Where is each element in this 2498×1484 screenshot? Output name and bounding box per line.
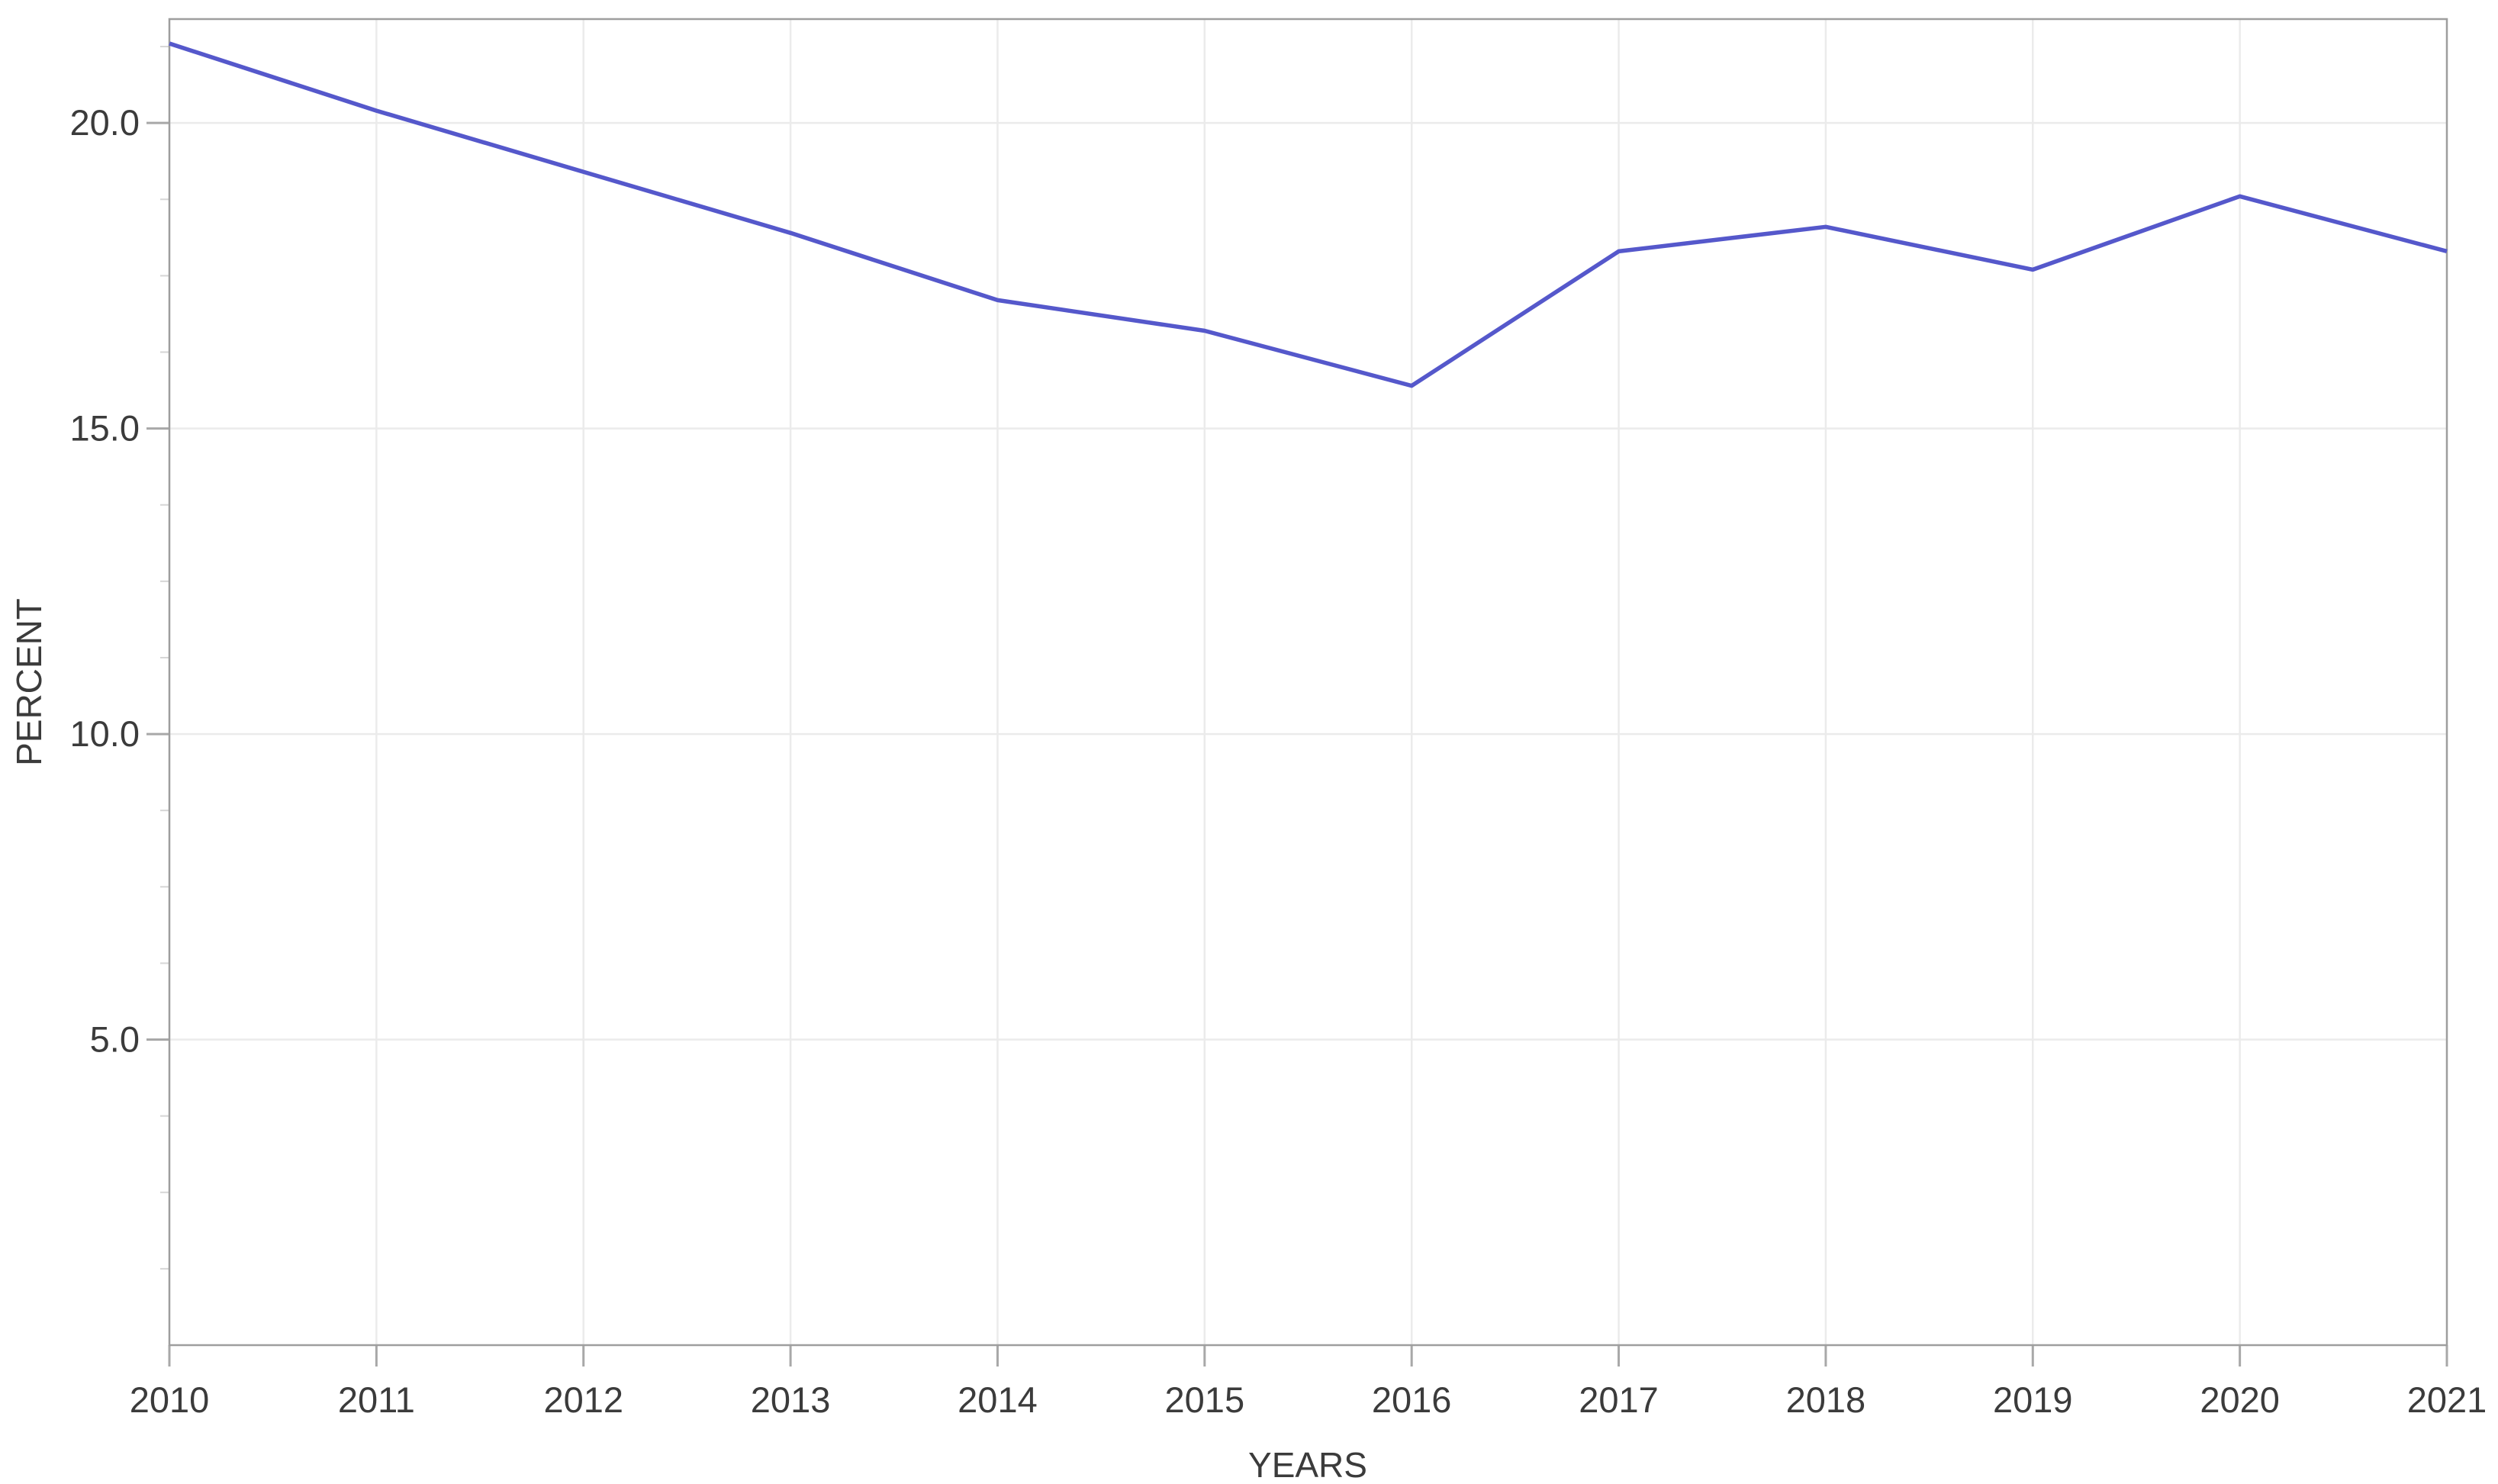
x-tick-label: 2015 [1165, 1379, 1245, 1420]
x-tick-label: 2012 [543, 1379, 623, 1420]
tick-labels-layer: 5.0 10.0 15.0 20.0 2010 2011 2012 2013 2014 2015 2… [70, 102, 2487, 1420]
x-tick-label: 2010 [130, 1379, 210, 1420]
y-tick-label: 20.0 [70, 102, 140, 143]
x-tick-label: 2013 [751, 1379, 831, 1420]
x-tick-label: 2021 [2407, 1379, 2487, 1420]
data-line [169, 41, 2448, 388]
x-axis-title: YEARS [1248, 1445, 1367, 1484]
x-tick-label: 2020 [2200, 1379, 2280, 1420]
y-tick-label: 5.0 [90, 1019, 140, 1060]
plot-border [168, 18, 2448, 1347]
x-tick-label: 2019 [1993, 1379, 2073, 1420]
x-tick-label: 2011 [338, 1379, 415, 1420]
y-axis-title: PERCENT [9, 598, 49, 766]
y-tick-label: 10.0 [70, 713, 140, 754]
x-tick-label: 2017 [1579, 1379, 1659, 1420]
x-tick-label: 2018 [1786, 1379, 1866, 1420]
y-tick-label: 15.0 [70, 408, 140, 449]
ticks-layer [146, 46, 2448, 1367]
x-tick-label: 2014 [958, 1379, 1038, 1420]
x-tick-label: 2016 [1372, 1379, 1452, 1420]
gridlines-layer [169, 19, 2447, 1345]
